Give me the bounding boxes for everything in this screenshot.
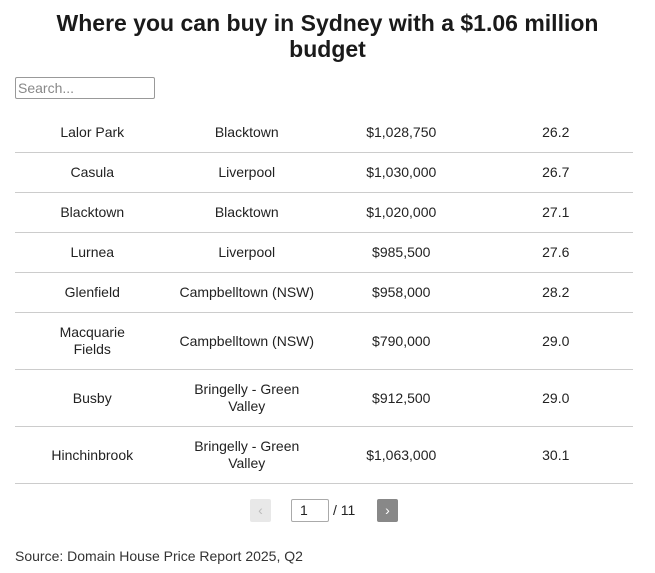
table-cell: Casula xyxy=(15,152,170,193)
cell-text: 29.0 xyxy=(542,332,570,349)
pagination: ‹ 1 / 11 › xyxy=(0,499,655,523)
table-cell: Blacktown xyxy=(169,113,324,153)
cell-text: Blacktown xyxy=(214,124,279,140)
title: Where you can buy in Sydney with a $1.06… xyxy=(56,10,599,62)
cell-text: $790,000 xyxy=(372,332,431,349)
table-row: Macquarie Fields Campbelltown (NSW) $790,0… xyxy=(15,312,633,370)
cell-text: Macquarie Fields xyxy=(59,324,125,357)
next-button[interactable]: › xyxy=(377,499,398,522)
table-cell: 28.2 xyxy=(478,272,633,313)
cell-text: Liverpool xyxy=(218,164,276,180)
table-row: Casula Liverpool $1,030,000 26.7 xyxy=(15,152,633,193)
table-cell: 30.1 xyxy=(478,426,633,484)
search-box[interactable]: Search... xyxy=(15,77,155,99)
cell-text: 26.2 xyxy=(542,124,570,140)
cell-text: $1,020,000 xyxy=(366,204,437,220)
table-cell: Glenfield xyxy=(15,272,170,313)
page-input[interactable]: 1 xyxy=(291,499,329,522)
cell-text: 27.6 xyxy=(542,244,570,260)
cell-text: $912,500 xyxy=(372,389,431,406)
table-cell: 27.6 xyxy=(478,232,633,273)
cell-text: Busby xyxy=(72,389,112,406)
table-cell: Busby xyxy=(15,369,170,427)
source-note: Source: Domain House Price Report 2025, … xyxy=(15,548,303,564)
cell-text: 26.7 xyxy=(542,164,570,180)
table-cell: $912,500 xyxy=(324,369,479,427)
cell-text: Blacktown xyxy=(60,204,125,220)
cell-text: Blacktown xyxy=(214,204,279,220)
table-cell: $1,063,000 xyxy=(324,426,479,484)
table-row: Blacktown Blacktown $1,020,000 27.1 xyxy=(15,192,633,233)
table-cell: Campbelltown (NSW) xyxy=(169,272,324,313)
table-cell: $985,500 xyxy=(324,232,479,273)
table-cell: $1,020,000 xyxy=(324,192,479,233)
cell-text: Lalor Park xyxy=(60,124,125,140)
table-row: Lalor Park Blacktown $1,028,750 26.2 xyxy=(15,113,633,153)
table-cell: $958,000 xyxy=(324,272,479,313)
cell-text: 30.1 xyxy=(542,446,570,463)
cell-text: Liverpool xyxy=(218,244,276,260)
table-cell: Liverpool xyxy=(169,152,324,193)
cell-text: 28.2 xyxy=(542,284,570,300)
table-cell: Bringelly - Green Valley xyxy=(169,426,324,484)
table-cell: $1,030,000 xyxy=(324,152,479,193)
table-row: Lurnea Liverpool $985,500 27.6 xyxy=(15,232,633,273)
cell-text: $985,500 xyxy=(372,244,431,260)
table-cell: 29.0 xyxy=(478,312,633,370)
data-table: Lalor Park Blacktown $1,028,750 26.2 Casula L… xyxy=(15,113,633,484)
cell-text: $958,000 xyxy=(372,284,431,300)
cell-text: Bringelly - Green Valley xyxy=(194,381,300,414)
page-number: 1 xyxy=(300,502,308,518)
table-row: Hinchinbrook Bringelly - Green Valley $1,0… xyxy=(15,426,633,484)
table-cell: 29.0 xyxy=(478,369,633,427)
cell-text: 29.0 xyxy=(542,389,570,406)
table-row: Busby Bringelly - Green Valley $912,500 29.… xyxy=(15,369,633,427)
cell-text: Campbelltown (NSW) xyxy=(179,284,315,300)
table-cell: Hinchinbrook xyxy=(15,426,170,484)
table-cell: 26.7 xyxy=(478,152,633,193)
prev-button[interactable]: ‹ xyxy=(250,499,271,522)
cell-text: Lurnea xyxy=(70,244,115,260)
table-cell: Lurnea xyxy=(15,232,170,273)
table-cell: Liverpool xyxy=(169,232,324,273)
cell-text: Bringelly - Green Valley xyxy=(194,438,300,471)
cell-text: Campbelltown (NSW) xyxy=(179,332,315,349)
page-total: / 11 xyxy=(333,502,356,518)
table-cell: Macquarie Fields xyxy=(15,312,170,370)
table-cell: $1,028,750 xyxy=(324,113,479,153)
table-row: Glenfield Campbelltown (NSW) $958,000 28.2 xyxy=(15,272,633,313)
table-cell: Blacktown xyxy=(15,192,170,233)
cell-text: Casula xyxy=(70,164,115,180)
table-cell: Campbelltown (NSW) xyxy=(169,312,324,370)
cell-text: $1,030,000 xyxy=(366,164,437,180)
cell-text: Glenfield xyxy=(64,284,120,300)
cell-text: Hinchinbrook xyxy=(51,446,134,463)
cell-text: $1,063,000 xyxy=(366,446,437,463)
cell-text: $1,028,750 xyxy=(366,124,437,140)
table-cell: 26.2 xyxy=(478,113,633,153)
table-cell: 27.1 xyxy=(478,192,633,233)
table-cell: Lalor Park xyxy=(15,113,170,153)
table-cell: $790,000 xyxy=(324,312,479,370)
table-cell: Bringelly - Green Valley xyxy=(169,369,324,427)
cell-text: 27.1 xyxy=(542,204,570,220)
table-cell: Blacktown xyxy=(169,192,324,233)
